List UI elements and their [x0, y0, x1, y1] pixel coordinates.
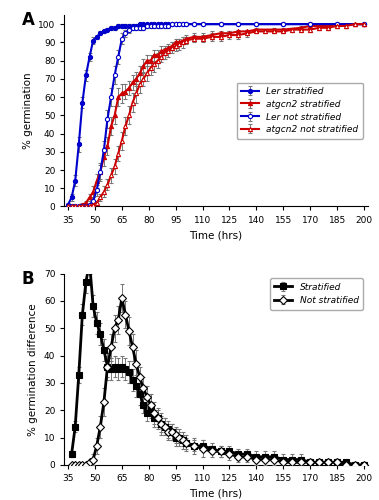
- Legend: Ler stratified, atgcn2 stratified, Ler not stratified, atgcn2 not stratified: Ler stratified, atgcn2 stratified, Ler n…: [237, 82, 363, 139]
- Text: B: B: [22, 270, 34, 287]
- X-axis label: Time (hrs): Time (hrs): [190, 488, 243, 498]
- Text: A: A: [22, 11, 35, 29]
- X-axis label: Time (hrs): Time (hrs): [190, 230, 243, 240]
- Legend: Stratified, Not stratified: Stratified, Not stratified: [270, 278, 363, 310]
- Y-axis label: % germination difference: % germination difference: [28, 303, 38, 436]
- Y-axis label: % germination: % germination: [23, 72, 33, 149]
